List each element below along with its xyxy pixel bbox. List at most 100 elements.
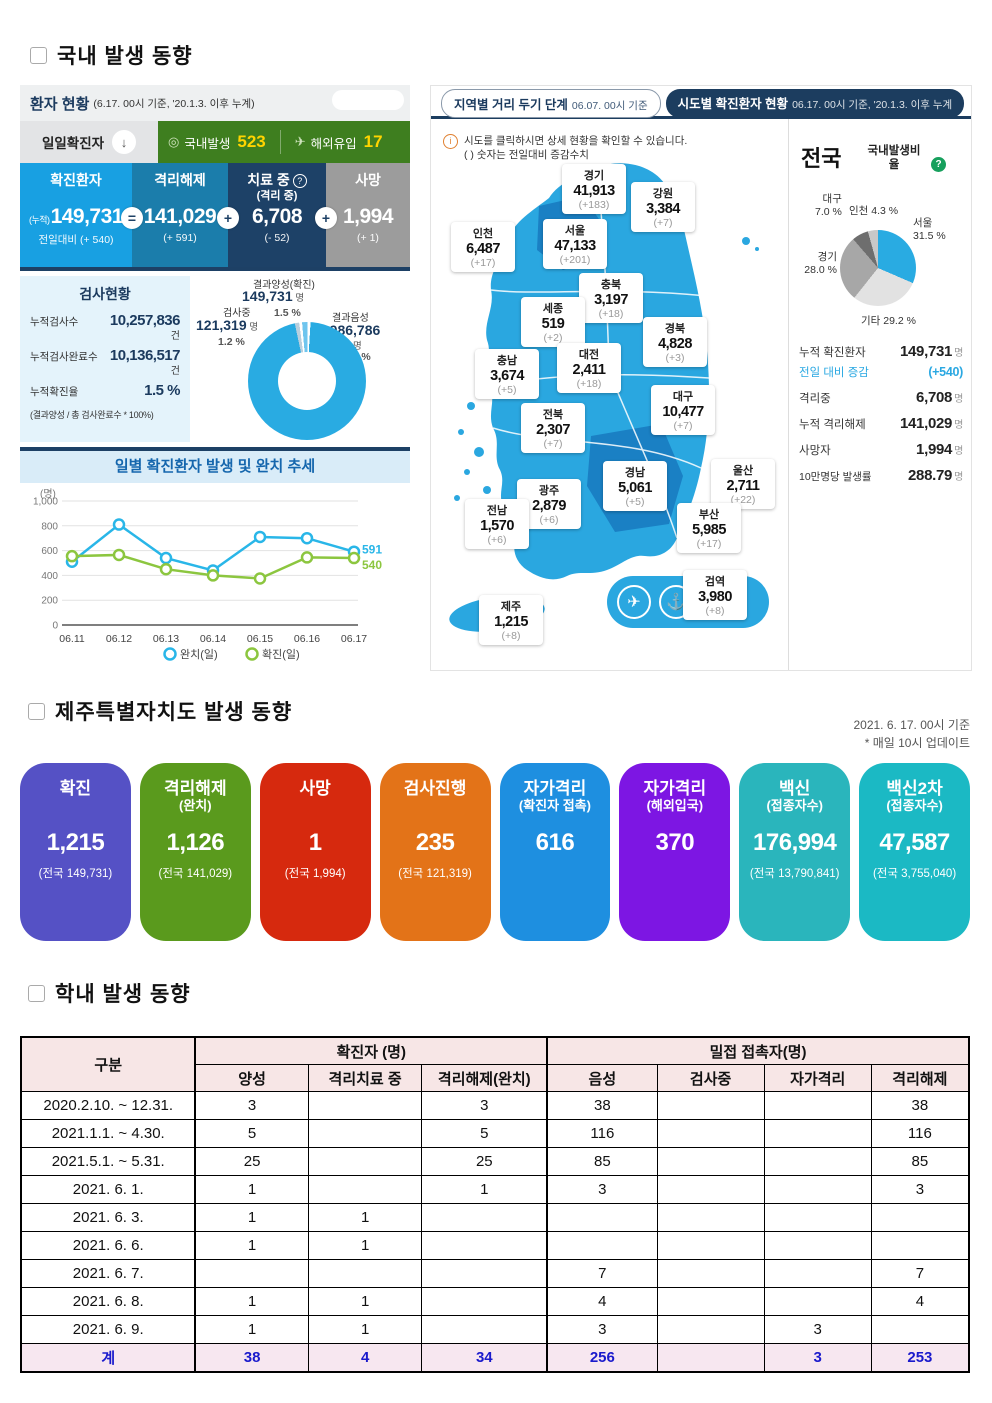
table-row: 2021. 6. 3. 1 1: [20, 1203, 970, 1232]
region-name: 인천: [472, 228, 494, 240]
map-region-chungnam[interactable]: 충남 3,674 (+5): [475, 349, 539, 399]
region-value: 2,711: [726, 478, 761, 494]
table-cell: [546, 1203, 658, 1232]
row-label: 2021. 6. 1.: [20, 1175, 196, 1204]
tab-label: 시도별 확진환자 현황: [677, 97, 789, 111]
map-tabs: 지역별 거리 두기 단계 06.07. 00시 기준 시도별 확진환자 현황 06.…: [441, 89, 965, 118]
map-region-chungbuk[interactable]: 충북 3,197 (+18): [579, 273, 643, 323]
map-region-quarantine[interactable]: 검역 3,980 (+8): [683, 570, 747, 620]
stat-label: 누적검사완료수: [30, 351, 98, 363]
table-cell: 38: [870, 1091, 970, 1120]
table-cell: 1: [421, 1175, 548, 1204]
table-row: 2021.1.1. ~ 4.30. 5 5 116 116: [20, 1119, 970, 1148]
map-region-seoul[interactable]: 서울 47,133 (+201): [543, 219, 607, 269]
region-delta: (+5): [625, 496, 645, 508]
region-value: 3,980: [698, 589, 732, 605]
row-label: 계: [20, 1343, 196, 1373]
region-delta: (+7): [543, 438, 563, 450]
col-header: 격리치료 중: [307, 1064, 423, 1092]
map-region-daejeon[interactable]: 대전 2,411 (+18): [557, 343, 621, 393]
region-delta: (+18): [576, 378, 602, 390]
pie-label-gyeonggi: 경기 28.0 %: [804, 251, 837, 277]
card-confirmed: 확진 1,215 (전국 149,731): [20, 763, 131, 941]
region-value: 6,487: [466, 241, 500, 257]
stat-label: 격리해제: [154, 172, 206, 188]
table-cell: 25: [421, 1147, 548, 1176]
region-name: 충남: [496, 355, 518, 367]
test-status-title: 검사현황: [79, 286, 131, 302]
region-value: 47,133: [554, 238, 596, 254]
help-icon[interactable]: ?: [931, 157, 946, 172]
table-cell: [656, 1203, 765, 1232]
table-cell: [656, 1343, 765, 1373]
map-region-sejong[interactable]: 세종 519 (+2): [521, 297, 585, 347]
table-cell: [421, 1231, 548, 1260]
map-region-ulsan[interactable]: 울산 2,711 (+22): [711, 459, 775, 509]
checkbox-icon[interactable]: [28, 702, 45, 720]
map-region-gyeongbuk[interactable]: 경북 4,828 (+3): [643, 317, 707, 367]
section-title: 국내 발생 동향: [57, 45, 193, 68]
daily-trend-line-chart: 0 200 400 600 800 1,000(명) 06.11 06.12 06.13 06.1…: [33, 488, 382, 661]
daily-confirmed-label-cell: 일일확진자 ↓: [20, 121, 158, 163]
map-region-jeju[interactable]: 제주 1,215 (+8): [479, 595, 543, 645]
stat-value: (누적)149,731: [29, 205, 123, 228]
table-cell: 1: [194, 1287, 309, 1316]
region-name: 경북: [664, 323, 686, 335]
stat-delta: 전일대비 (+ 540): [38, 234, 114, 246]
map-region-gyeongnam[interactable]: 경남 5,061 (+5): [603, 461, 667, 511]
divider: [279, 130, 281, 154]
svg-text:1,000: 1,000: [33, 497, 58, 508]
domestic-label: 국내발생: [184, 136, 231, 151]
svg-text:06.11: 06.11: [59, 633, 85, 645]
stat-box-released: 격리해제 141,029 (+ 591): [132, 163, 228, 267]
table-cell: [763, 1287, 872, 1316]
table-cell: 4: [307, 1343, 423, 1373]
map-region-jeonbuk[interactable]: 전북 2,307 (+7): [521, 403, 585, 453]
stat-row-delta: 전일 대비 증감 (+540): [799, 365, 963, 379]
donut-label-testing: 검사중: [223, 308, 251, 319]
update-note: 2021. 6. 17. 00시 기준 * 매일 10시 업데이트: [853, 718, 970, 750]
table-row: 2021. 6. 7. 7 7: [20, 1259, 970, 1288]
region-value: 3,674: [490, 368, 524, 384]
test-result-donut-chart: [248, 322, 366, 440]
region-name: 광주: [538, 485, 560, 497]
stat-box-in-treatment: 치료 중? (격리 중) 6,708 (- 52): [228, 163, 326, 267]
table-cell: [307, 1259, 423, 1288]
donut-label-positive: 결과양성(확진): [253, 280, 315, 291]
svg-text:200: 200: [41, 596, 58, 607]
region-name: 전북: [542, 409, 564, 421]
map-region-incheon[interactable]: 인천 6,487 (+17): [451, 222, 515, 272]
map-region-gangwon[interactable]: 강원 3,384 (+7): [631, 182, 695, 232]
svg-text:06.14: 06.14: [200, 633, 226, 645]
region-value: 2,411: [572, 362, 607, 378]
tab-confirmed-by-region[interactable]: 시도별 확진환자 현황 06.17. 00시 기준, '20.1.3. 이후 누계: [665, 89, 965, 118]
map-region-daegu[interactable]: 대구 10,477 (+7): [651, 385, 715, 435]
map-region-jeonnam[interactable]: 전남 1,570 (+6): [465, 499, 529, 549]
region-name: 검역: [704, 576, 726, 588]
row-label: 2021. 6. 3.: [20, 1203, 196, 1232]
table-cell: 4: [546, 1287, 658, 1316]
map-region-gyeonggi[interactable]: 경기 41,913 (+183): [562, 164, 626, 214]
table-cell: [870, 1203, 970, 1232]
stat-row: 누적 격리해제 141,029 명: [799, 415, 963, 432]
table-row: 2021. 6. 6. 1 1: [20, 1231, 970, 1260]
map-region-busan[interactable]: 부산 5,985 (+17): [677, 503, 741, 553]
table-cell: 1: [194, 1315, 309, 1344]
stat-delta: (- 52): [264, 232, 290, 244]
pie-label-etc: 기타 29.2 %: [861, 315, 916, 327]
section-heading-domestic: 국내 발생 동향: [30, 40, 193, 70]
table-cell: 34: [421, 1343, 548, 1373]
row-label: 2020.2.10. ~ 12.31.: [20, 1091, 196, 1120]
table-cell: 5: [421, 1119, 548, 1148]
tab-distancing-level[interactable]: 지역별 거리 두기 단계 06.07. 00시 기준: [441, 89, 661, 118]
down-arrow-icon[interactable]: ↓: [112, 130, 137, 154]
checkbox-icon[interactable]: [28, 984, 45, 1002]
checkbox-icon[interactable]: [30, 46, 47, 64]
svg-text:06.15: 06.15: [247, 633, 273, 645]
region-value: 1,570: [480, 518, 514, 534]
table-cell: [656, 1315, 765, 1344]
region-name: 전남: [486, 505, 508, 517]
table-cell: [656, 1231, 765, 1260]
help-icon[interactable]: ?: [292, 174, 307, 188]
region-name: 대전: [578, 349, 600, 361]
